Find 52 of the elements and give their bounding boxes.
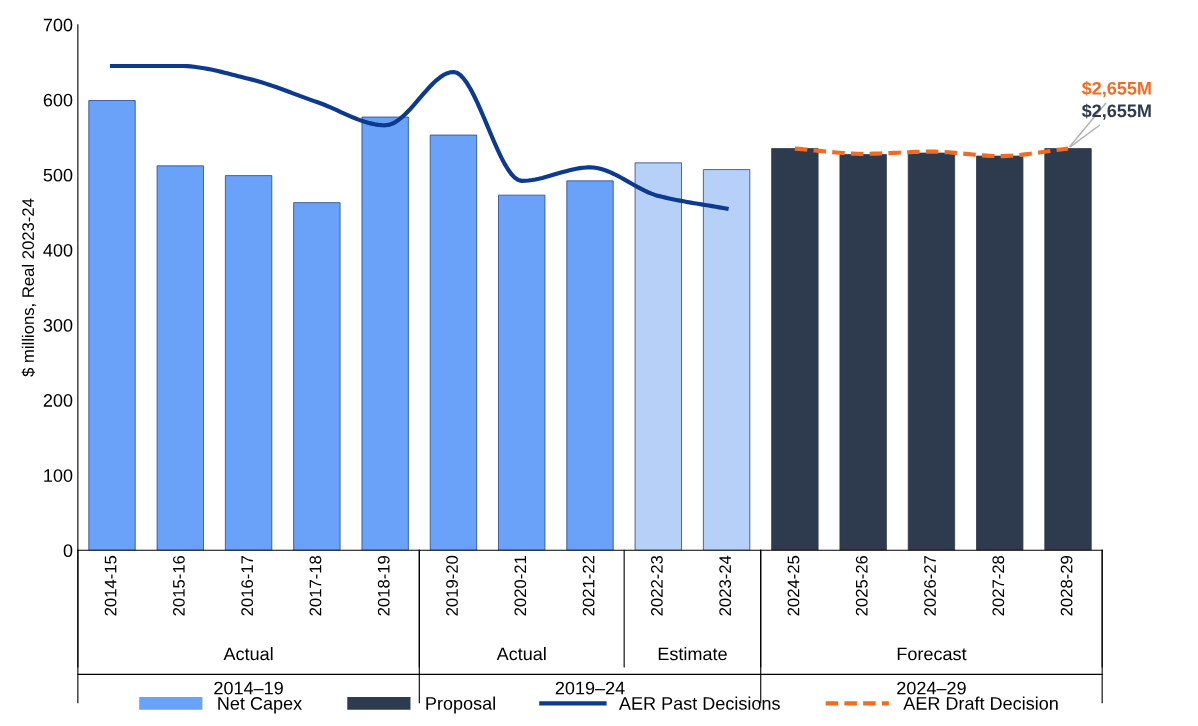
legend-label: AER Draft Decision: [903, 696, 1058, 710]
x-tick-label: 2018-19: [377, 555, 390, 616]
x-tick-label: 2017-18: [309, 555, 322, 616]
y-axis-title: $ millions, Real 2023-24: [21, 198, 37, 377]
text: Estimate: [658, 647, 727, 661]
bar: [839, 154, 887, 551]
text: Actual: [496, 647, 546, 661]
y-tick-label: 100: [44, 469, 73, 482]
x-tick-label: 2027-28: [992, 555, 1005, 616]
x-tick-label: 2025-26: [855, 555, 868, 616]
bar: [634, 162, 682, 551]
legend-label: AER Past Decisions: [618, 696, 780, 710]
text: 2014–19: [214, 681, 283, 695]
y-tick-label: 700: [43, 18, 73, 32]
bar: [771, 148, 819, 551]
x-tick-label: 2023-24: [719, 555, 732, 616]
y-tick-label: 600: [43, 93, 73, 107]
annotation: $2,655M: [1081, 81, 1151, 98]
bar: [156, 165, 204, 551]
x-tick-label: 2014-15: [104, 555, 117, 616]
bar: [702, 169, 751, 551]
x-tick-label: 2024-25: [787, 555, 800, 616]
bar: [1044, 148, 1092, 551]
x-tick-label: 2015-16: [172, 555, 185, 616]
y-tick-label: 200: [43, 394, 73, 407]
bar: [429, 134, 478, 551]
text: 2019–24: [555, 681, 625, 695]
bar: [976, 155, 1024, 551]
x-tick-label: 2016-17: [241, 556, 254, 616]
y-tick-label: 300: [43, 318, 73, 332]
legend-label: Proposal: [426, 696, 495, 714]
bar: [361, 116, 409, 551]
bar: [88, 100, 136, 551]
x-tick-label: 2020-21: [514, 555, 527, 616]
x-tick-label: 2019-20: [446, 555, 458, 616]
annotation: $2,655M: [1081, 103, 1151, 120]
y-tick-label: 500: [43, 168, 73, 182]
bar: [566, 180, 614, 551]
bar: [907, 152, 956, 551]
bar: [293, 202, 341, 551]
text: Forecast: [897, 647, 967, 661]
bar: [498, 194, 546, 551]
legend-label: Net Capex: [218, 697, 302, 714]
text: Actual: [223, 647, 273, 661]
y-tick-label: 0: [63, 544, 73, 558]
y-tick-label: 400: [43, 243, 73, 257]
x-tick-label: 2028-29: [1060, 555, 1073, 616]
x-tick-label: 2021-22: [582, 556, 595, 616]
x-tick-label: 2026-27: [924, 556, 936, 616]
bar: [224, 175, 273, 551]
x-tick-label: 2022-23: [650, 555, 663, 616]
text: 2024–29: [897, 681, 966, 695]
